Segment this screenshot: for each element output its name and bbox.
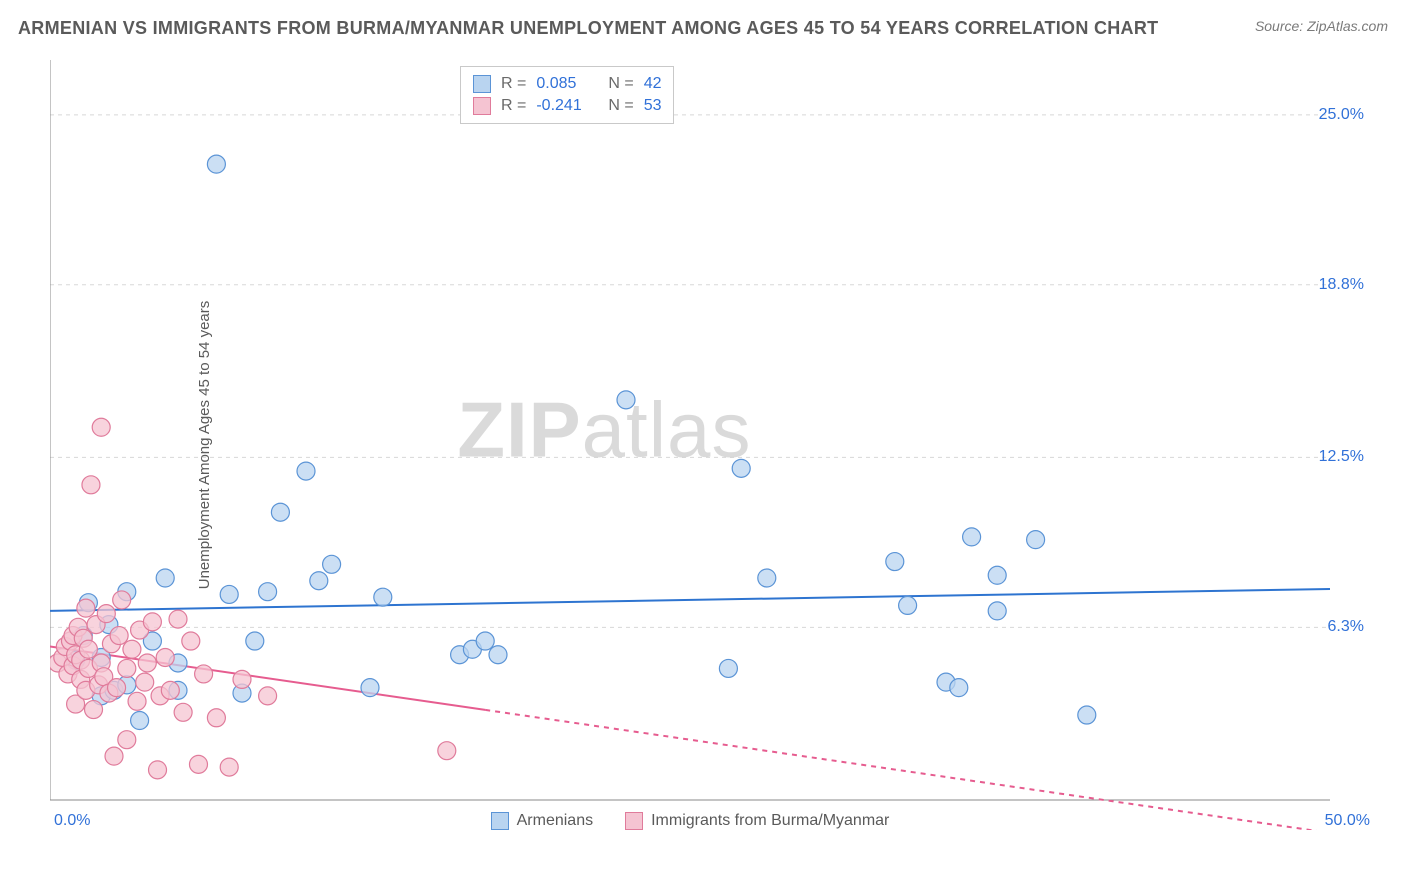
legend-item: Armenians: [491, 812, 593, 830]
r-value: -0.241: [536, 97, 598, 115]
swatch-icon: [473, 97, 491, 115]
n-value: 53: [644, 97, 662, 115]
legend-item: Immigrants from Burma/Myanmar: [625, 812, 889, 830]
y-tick-label: 18.8%: [1319, 276, 1364, 294]
n-label: N =: [608, 75, 633, 93]
header: ARMENIAN VS IMMIGRANTS FROM BURMA/MYANMA…: [18, 18, 1388, 39]
chart-title: ARMENIAN VS IMMIGRANTS FROM BURMA/MYANMA…: [18, 18, 1158, 39]
scatter-chart: [50, 60, 1370, 830]
legend-label: Immigrants from Burma/Myanmar: [651, 812, 889, 830]
r-label: R =: [501, 97, 526, 115]
r-value: 0.085: [536, 75, 598, 93]
legend-label: Armenians: [517, 812, 593, 830]
y-tick-label: 25.0%: [1319, 106, 1364, 124]
y-tick-label: 6.3%: [1328, 618, 1364, 636]
swatch-icon: [625, 812, 643, 830]
correlation-row: R = 0.085 N = 42: [473, 73, 661, 95]
r-label: R =: [501, 75, 526, 93]
n-label: N =: [608, 97, 633, 115]
swatch-icon: [491, 812, 509, 830]
series-legend: Armenians Immigrants from Burma/Myanmar: [50, 812, 1330, 830]
x-min-label: 0.0%: [54, 812, 90, 830]
source-label: Source: ZipAtlas.com: [1255, 18, 1388, 34]
x-max-label: 50.0%: [1325, 812, 1370, 830]
n-value: 42: [644, 75, 662, 93]
plot-area: Unemployment Among Ages 45 to 54 years Z…: [50, 60, 1370, 830]
swatch-icon: [473, 75, 491, 93]
y-tick-label: 12.5%: [1319, 448, 1364, 466]
correlation-legend: R = 0.085 N = 42 R = -0.241 N = 53: [460, 66, 674, 124]
correlation-row: R = -0.241 N = 53: [473, 95, 661, 117]
